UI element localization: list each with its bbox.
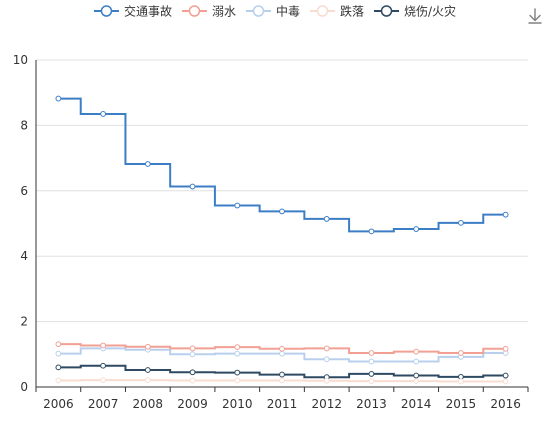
series-1 [55, 341, 509, 356]
data-point[interactable] [368, 358, 375, 365]
data-point[interactable] [55, 95, 62, 102]
data-point[interactable] [144, 343, 151, 350]
x-axis: 2006 2007 2008 2009 2010 2011 2012 2013 2014 2015… [35, 386, 529, 411]
series-4 [55, 362, 509, 381]
data-point[interactable] [189, 351, 196, 358]
legend-item[interactable]: 跌落 [309, 4, 364, 19]
data-point[interactable] [279, 345, 285, 352]
data-point[interactable] [100, 342, 106, 349]
data-point[interactable] [502, 211, 509, 218]
data-point[interactable] [323, 356, 330, 363]
data-point[interactable] [413, 372, 420, 379]
legend-label: 中毒 [276, 4, 300, 19]
data-point[interactable] [502, 372, 509, 379]
data-point[interactable] [234, 344, 241, 351]
data-point[interactable] [502, 378, 509, 385]
data-point[interactable] [189, 345, 196, 352]
data-point[interactable] [55, 364, 62, 371]
data-point[interactable] [413, 378, 420, 385]
legend-item[interactable]: 交通事故 [93, 4, 172, 19]
data-point[interactable] [458, 350, 464, 356]
legend-item[interactable]: 烧伤/火灾 [374, 4, 456, 19]
data-point[interactable] [55, 350, 62, 357]
x-tick-label: 2007 [88, 397, 119, 411]
data-point[interactable] [234, 377, 241, 384]
legend-item[interactable]: 溺水 [181, 5, 236, 19]
data-point[interactable] [189, 369, 196, 376]
data-point[interactable] [279, 371, 285, 378]
legend-label: 溺水 [212, 5, 236, 19]
x-tick-label: 2015 [446, 397, 477, 411]
data-point[interactable] [100, 362, 106, 369]
data-point[interactable] [368, 371, 375, 377]
data-point[interactable] [368, 378, 375, 385]
data-point[interactable] [100, 377, 106, 384]
y-tick-label: 2 [20, 315, 28, 329]
data-point[interactable] [144, 367, 151, 373]
legend-marker-icon [188, 5, 201, 17]
series-0 [55, 95, 509, 235]
legend-marker-icon [380, 5, 393, 17]
legend: 交通事故 溺水 中毒 跌落 烧伤/火灾 [93, 4, 456, 19]
series-3 [55, 377, 509, 385]
data-point[interactable] [323, 377, 330, 384]
x-tick-label: 2008 [133, 397, 164, 411]
legend-item[interactable]: 中毒 [245, 4, 300, 19]
y-axis: 0 2 4 6 8 10 [13, 53, 37, 394]
data-point[interactable] [502, 345, 509, 352]
data-point[interactable] [100, 111, 106, 117]
data-point[interactable] [279, 377, 285, 384]
data-point[interactable] [323, 345, 330, 352]
download-icon[interactable] [524, 5, 546, 27]
x-tick-label: 2006 [43, 397, 74, 411]
legend-marker-icon [316, 5, 329, 17]
legend-label: 跌落 [340, 4, 364, 19]
data-point[interactable] [55, 341, 62, 348]
data-point[interactable] [279, 350, 285, 357]
data-point[interactable] [234, 350, 241, 357]
grid-lines [36, 59, 528, 323]
legend-label: 烧伤/火灾 [404, 4, 456, 19]
series-line [58, 379, 506, 383]
x-tick-label: 2011 [267, 397, 298, 411]
x-tick-label: 2016 [490, 397, 521, 411]
data-point[interactable] [323, 216, 330, 222]
legend-marker-icon [252, 5, 265, 17]
x-tick-label: 2014 [401, 397, 432, 411]
x-tick-label: 2012 [311, 397, 342, 411]
data-point[interactable] [368, 350, 375, 356]
data-point[interactable] [458, 219, 464, 226]
data-point[interactable] [413, 348, 420, 355]
data-point[interactable] [413, 226, 420, 232]
data-point[interactable] [458, 378, 464, 385]
series-layer [55, 95, 509, 385]
data-point[interactable] [189, 377, 196, 384]
data-point[interactable] [234, 202, 241, 209]
x-tick-label: 2009 [177, 397, 208, 411]
y-tick-label: 8 [20, 118, 28, 132]
legend-marker-icon [100, 5, 113, 17]
x-tick-label: 2010 [222, 397, 253, 411]
legend-label: 交通事故 [124, 4, 172, 19]
y-tick-label: 10 [13, 53, 28, 67]
data-point[interactable] [279, 208, 285, 215]
data-point[interactable] [144, 377, 151, 384]
y-tick-label: 0 [20, 380, 28, 394]
data-point[interactable] [55, 377, 62, 384]
data-point[interactable] [413, 358, 420, 365]
data-point[interactable] [144, 161, 151, 167]
y-tick-label: 6 [20, 184, 28, 198]
y-tick-label: 4 [20, 249, 28, 263]
data-point[interactable] [189, 183, 196, 190]
data-point[interactable] [368, 228, 375, 235]
x-tick-label: 2013 [356, 397, 387, 411]
data-point[interactable] [234, 369, 241, 376]
